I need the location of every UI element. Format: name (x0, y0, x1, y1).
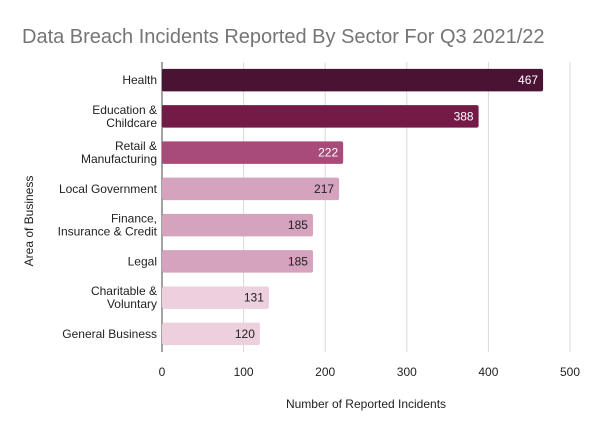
x-tick-label: 200 (315, 365, 335, 379)
category-label: Legal (128, 254, 157, 268)
category-label-line: Retail & (115, 139, 157, 153)
category-label: Local Government (59, 182, 158, 196)
data-label: 222 (318, 146, 338, 160)
x-axis-label: Number of Reported Incidents (286, 397, 446, 411)
bar (162, 105, 479, 128)
y-axis-label: Area of Business (22, 176, 36, 267)
category-label: General Business (62, 327, 157, 341)
x-tick-label: 400 (478, 365, 498, 379)
bar (162, 213, 313, 237)
bar (162, 322, 260, 346)
bar (162, 177, 340, 201)
category-label-line: Local Government (59, 182, 158, 196)
data-label: 185 (288, 218, 308, 232)
category-label-line: Childcare (106, 116, 157, 130)
category-label: Finance, Insurance & Credit (58, 212, 158, 239)
data-label: 388 (454, 109, 474, 123)
category-label-line: Voluntary (107, 297, 157, 311)
data-label: 467 (518, 73, 538, 87)
category-label-line: Education & (92, 103, 157, 117)
category-label-line: Health (122, 73, 157, 87)
data-label: 185 (288, 254, 308, 268)
category-label: Charitable & Voluntary (91, 284, 157, 311)
bar (162, 141, 344, 164)
x-tick-label: 100 (234, 365, 254, 379)
category-label: Education & Childcare (92, 103, 157, 130)
data-label: 131 (244, 291, 264, 305)
category-label-line: Legal (128, 254, 157, 268)
x-tick-label: 500 (560, 365, 580, 379)
data-labels: 467 388 222 217 185 185 131 120 (235, 73, 538, 341)
data-label: 217 (314, 182, 334, 196)
category-label-line: Charitable & (91, 284, 157, 298)
category-label-line: Manufacturing (81, 152, 157, 166)
category-label: Health (122, 73, 157, 87)
chart-title: Data Breach Incidents Reported By Sector… (22, 26, 545, 48)
category-label-line: General Business (62, 327, 157, 341)
x-tick-label: 300 (397, 365, 417, 379)
bars (162, 68, 544, 346)
bar (162, 68, 544, 92)
category-labels: Health Education & Childcare Retail & Manufa… (58, 73, 158, 341)
data-label: 120 (235, 327, 255, 341)
category-label-line: Insurance & Credit (58, 225, 158, 239)
x-tick-labels: 0 100 200 300 400 500 (159, 365, 581, 379)
x-tick-label: 0 (159, 365, 166, 379)
category-label-line: Finance, (111, 212, 157, 226)
bar (162, 250, 313, 273)
bar (162, 286, 269, 309)
category-label: Retail & Manufacturing (81, 139, 157, 166)
